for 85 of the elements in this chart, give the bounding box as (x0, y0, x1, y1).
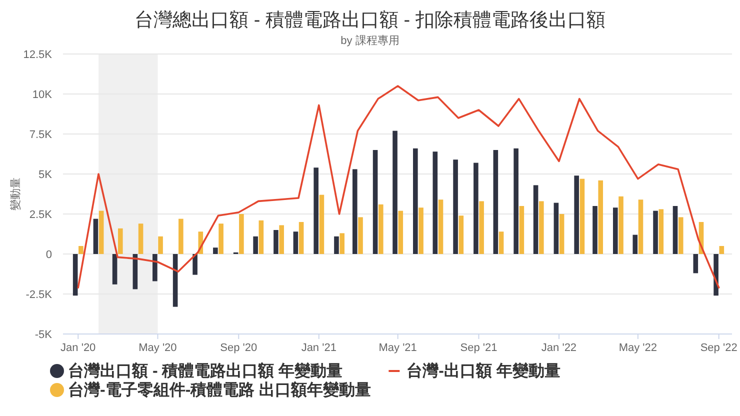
bar (158, 236, 163, 254)
bar (178, 218, 184, 254)
x-tick-label: May '22 (618, 342, 658, 354)
bar (253, 236, 258, 254)
bar (653, 210, 658, 254)
x-tick-label: Sep '21 (460, 342, 498, 354)
x-tick-label: Jan '21 (301, 342, 336, 354)
bar (514, 148, 518, 254)
bar (192, 254, 198, 275)
bar (498, 232, 504, 254)
bar (314, 168, 318, 254)
bar (378, 204, 384, 254)
bar (539, 201, 544, 254)
bar (358, 217, 363, 254)
y-tick-label: 0 (46, 249, 52, 261)
bar (612, 208, 618, 254)
bar (559, 214, 564, 254)
bar (592, 206, 598, 254)
bar (413, 148, 418, 254)
bar (638, 200, 644, 254)
y-tick-label: 12.5K (23, 49, 53, 61)
bar (392, 130, 398, 254)
bar (340, 233, 344, 254)
bar (438, 200, 444, 254)
y-tick-label: 2.5K (29, 209, 53, 221)
bar (98, 210, 104, 254)
bar (218, 224, 224, 254)
bar (274, 230, 278, 254)
bar (213, 248, 218, 254)
bar (458, 216, 464, 254)
bar (279, 225, 284, 254)
bar (598, 180, 604, 254)
bar (678, 217, 684, 254)
bar (719, 246, 724, 254)
bar (152, 254, 158, 282)
bar (78, 246, 84, 254)
bar (580, 178, 585, 254)
bar (432, 152, 438, 254)
bar (618, 196, 624, 254)
bar (293, 232, 298, 254)
chart-title: 台灣總出口額 - 積體電路出口額 - 扣除積體電路後出口額 (134, 10, 606, 31)
legend-label: 台灣出口額 - 積體電路出口額 年變動量 (68, 362, 343, 380)
bar (632, 234, 638, 254)
bar (334, 236, 339, 254)
bar (519, 206, 524, 254)
bar (239, 214, 244, 254)
x-tick-label: Sep '22 (700, 342, 738, 354)
bar (493, 150, 498, 254)
y-tick-label: -2.5K (26, 289, 53, 301)
bar (453, 160, 458, 254)
legend-label: 台灣-出口額 年變動量 (406, 362, 560, 380)
y-tick-label: -5K (34, 329, 53, 341)
y-axis-title: 變動量 (9, 178, 22, 210)
bar (72, 254, 78, 296)
bar (672, 206, 678, 254)
bar (118, 228, 123, 254)
bar (479, 201, 484, 254)
bar (693, 254, 698, 274)
bar (533, 185, 538, 254)
bar (418, 208, 424, 254)
bar (574, 176, 579, 254)
bar (554, 202, 559, 254)
bar (474, 162, 478, 254)
bar (93, 218, 98, 254)
line-series (77, 85, 720, 288)
bar (372, 150, 378, 254)
bar (319, 194, 324, 254)
x-tick-label: Jan '20 (60, 342, 96, 354)
bar (658, 209, 664, 254)
x-tick-label: Jan '22 (541, 342, 577, 354)
legend-label: 台灣-電子零組件-積體電路 出口額年變動量 (68, 381, 372, 399)
bar (398, 210, 404, 254)
x-tick-label: May '21 (378, 342, 417, 354)
x-tick-label: Sep '20 (220, 342, 258, 354)
bar (352, 169, 358, 254)
y-tick-label: 7.5K (29, 129, 53, 141)
bar (138, 224, 144, 254)
x-tick-label: May '20 (138, 342, 177, 354)
bar (172, 254, 178, 307)
bar (298, 222, 304, 254)
bar (258, 220, 264, 254)
bar (112, 254, 118, 284)
chart-subtitle: by 課程專用 (340, 34, 400, 47)
y-tick-label: 5K (38, 169, 53, 181)
y-tick-label: 10K (32, 89, 53, 101)
